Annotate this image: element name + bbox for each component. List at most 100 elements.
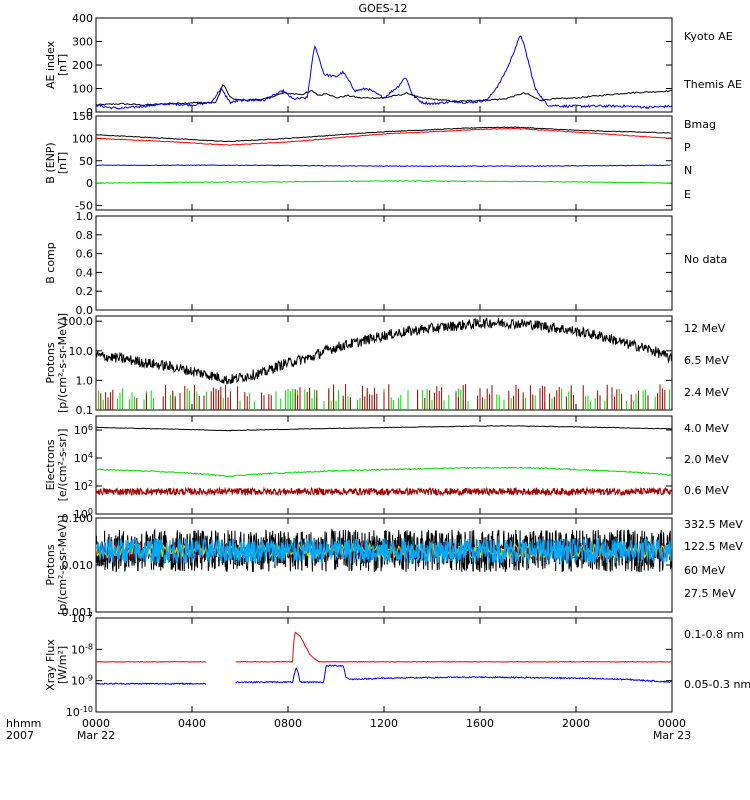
x-tick-label: 0000 bbox=[82, 717, 110, 730]
y-tick-label: 100.0 bbox=[62, 315, 94, 328]
series-2-0-mev bbox=[96, 466, 672, 478]
y-tick-label: 0.0 bbox=[76, 304, 94, 317]
y-axis-label: AE index bbox=[44, 40, 57, 89]
y-tick-label: 0.100 bbox=[62, 512, 94, 525]
panel-bcomp: 1.0 0.8 0.6 0.4 0.2 0.0 B comp No data bbox=[44, 210, 727, 317]
series-e bbox=[96, 180, 671, 184]
legend-332-5-mev: 332.5 MeV bbox=[684, 518, 743, 531]
panel-frame bbox=[95, 415, 673, 515]
y-axis-units: [p/(cm²-s-sr-MeV)] bbox=[56, 515, 69, 615]
legend-122-5-mev: 122.5 MeV bbox=[684, 540, 743, 553]
y-tick-label: 0.8 bbox=[76, 229, 94, 242]
legend-0-05-0-3-nm: 0.05-0.3 nm bbox=[684, 678, 750, 691]
panel-frame bbox=[95, 617, 673, 713]
legend-2-4-mev: 2.4 MeV bbox=[684, 386, 729, 399]
panel-electrons: 106 104 102 100 Electrons [e/(cm²-s-sr)] 4.0 M… bbox=[44, 415, 729, 521]
legend-60-mev: 60 MeV bbox=[684, 564, 726, 577]
panel-frame bbox=[95, 215, 673, 311]
legend-2-0-mev: 2.0 MeV bbox=[684, 453, 729, 466]
y-axis-units: [W/m²] bbox=[56, 646, 69, 684]
chart-title: GOES-12 bbox=[358, 2, 407, 15]
y-tick-label: 300 bbox=[72, 36, 93, 49]
y-axis-label: Protons bbox=[44, 544, 57, 585]
panel-protons: 100.0 10.0 1.0 0.1 Protons [p/(cm²-s-sr-MeV)]… bbox=[44, 313, 729, 417]
y-tick-label: 1.0 bbox=[76, 210, 94, 223]
y-tick-label: 102 bbox=[74, 479, 93, 493]
y-tick-label: -50 bbox=[75, 200, 93, 213]
end-date-label: Mar 23 bbox=[653, 729, 691, 742]
series-60-mev bbox=[96, 537, 672, 565]
start-date-label: Mar 22 bbox=[77, 729, 115, 742]
series-bmag bbox=[96, 126, 671, 143]
y-tick-label: 10.0 bbox=[69, 345, 94, 358]
y-axis-units: [e/(cm²-s-sr)] bbox=[56, 429, 69, 502]
y-axis-label: Xray Flux bbox=[44, 639, 57, 691]
y-tick-label: 1.0 bbox=[76, 374, 94, 387]
y-axis-label: B comp bbox=[44, 242, 57, 284]
series-4-0-mev bbox=[96, 486, 672, 497]
y-tick-label: 10-10 bbox=[66, 705, 93, 719]
legend-27-5-mev: 27.5 MeV bbox=[684, 587, 736, 600]
y-axis-units: [nT] bbox=[56, 54, 69, 76]
y-tick-label: 150 bbox=[72, 110, 93, 123]
y-axis-units: [nT] bbox=[56, 152, 69, 174]
y-tick-label: 100 bbox=[72, 83, 93, 96]
legend-6-5-mev: 6.5 MeV bbox=[684, 354, 729, 367]
panel-hiprotons: 0.100 0.010 0.001 Protons [p/(cm²-s-sr-MeV)]… bbox=[44, 512, 743, 619]
x-tick-label: 0400 bbox=[178, 717, 206, 730]
legend-p: P bbox=[684, 141, 691, 154]
y-tick-label: 0.4 bbox=[76, 266, 94, 279]
series-n bbox=[96, 164, 671, 168]
legend-12-mev: 12 MeV bbox=[684, 322, 726, 335]
series-0-1-0-8-nm bbox=[96, 631, 672, 663]
x-tick-label: 1600 bbox=[466, 717, 494, 730]
panel-xray: 10-7 10-8 10-9 10-10 Xray Flux [W/m²] 0.1-0.8 … bbox=[44, 611, 750, 719]
year-label: 2007 bbox=[6, 729, 34, 742]
y-tick-label: 0.001 bbox=[62, 606, 94, 619]
x-tick-label: 2000 bbox=[562, 717, 590, 730]
y-tick-label: 50 bbox=[79, 155, 93, 168]
legend-kyoto-ae: Kyoto AE bbox=[684, 30, 733, 43]
y-axis-label: Electrons bbox=[44, 439, 57, 490]
y-tick-label: 104 bbox=[74, 451, 93, 465]
panel-bfield: 150 100 50 0 -50 B (ENP) [nT] Bmag PNE bbox=[44, 110, 716, 213]
y-tick-label: 10-9 bbox=[71, 674, 93, 688]
y-axis-label: Protons bbox=[44, 342, 57, 383]
no-data-label: No data bbox=[684, 253, 727, 266]
y-tick-label: 100 bbox=[74, 507, 93, 521]
x-tick-label: 1200 bbox=[370, 717, 398, 730]
y-axis-units: [p/(cm²-s-sr-MeV)] bbox=[56, 313, 69, 413]
legend-themis-ae: Themis AE bbox=[683, 78, 742, 91]
y-tick-label: 0.010 bbox=[62, 559, 94, 572]
y-tick-label: 0.2 bbox=[76, 285, 94, 298]
y-tick-label: 0.6 bbox=[76, 248, 94, 261]
series-12-mev bbox=[96, 384, 666, 410]
y-axis-label: B (ENP) bbox=[44, 142, 57, 183]
series-kyoto-ae bbox=[96, 35, 672, 110]
y-tick-label: 0.1 bbox=[76, 404, 94, 417]
legend-0-1-0-8-nm: 0.1-0.8 nm bbox=[684, 628, 744, 641]
legend-e: E bbox=[684, 188, 691, 201]
legend-0-6-mev: 0.6 MeV bbox=[684, 484, 729, 497]
panel-ae: 400 300 200 100 0 AE index [nT] Kyoto AE Themis … bbox=[44, 12, 742, 119]
series-p bbox=[96, 127, 671, 146]
x-tick-label: 0800 bbox=[274, 717, 302, 730]
y-tick-label: 10-7 bbox=[71, 611, 93, 625]
series-0-6-mev bbox=[96, 425, 672, 432]
y-tick-label: 0 bbox=[86, 106, 93, 119]
y-tick-label: 400 bbox=[72, 12, 93, 25]
y-tick-label: 106 bbox=[74, 423, 93, 437]
y-tick-label: 0 bbox=[86, 177, 93, 190]
y-tick-label: 100 bbox=[72, 132, 93, 145]
hhmm-label: hhmm bbox=[6, 717, 41, 730]
legend-bmag: Bmag bbox=[684, 118, 716, 131]
y-tick-label: 200 bbox=[72, 59, 93, 72]
y-tick-label: 10-8 bbox=[71, 642, 93, 656]
series-themis-ae bbox=[96, 84, 672, 106]
legend-4-0-mev: 4.0 MeV bbox=[684, 422, 729, 435]
series-0-05-0-3-nm bbox=[96, 664, 672, 686]
x-tick-label: 0000 bbox=[658, 717, 686, 730]
series-2-4-mev bbox=[96, 317, 672, 385]
legend-n: N bbox=[684, 164, 692, 177]
